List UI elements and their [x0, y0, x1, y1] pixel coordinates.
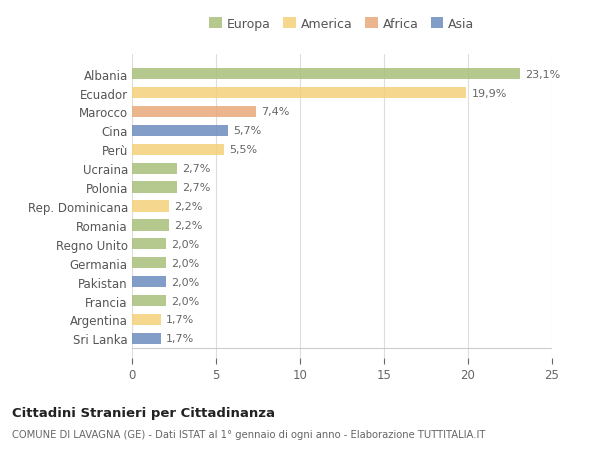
Bar: [132, 163, 178, 174]
Text: 23,1%: 23,1%: [525, 69, 560, 79]
Text: 1,7%: 1,7%: [166, 315, 194, 325]
Text: 2,7%: 2,7%: [182, 164, 211, 174]
Bar: [132, 295, 166, 307]
Bar: [132, 333, 161, 344]
Text: 2,0%: 2,0%: [170, 239, 199, 249]
Bar: [132, 220, 169, 231]
Text: 2,2%: 2,2%: [174, 202, 202, 212]
Bar: [132, 239, 166, 250]
Text: 5,7%: 5,7%: [233, 126, 261, 136]
Text: Cittadini Stranieri per Cittadinanza: Cittadini Stranieri per Cittadinanza: [12, 406, 275, 419]
Text: 2,0%: 2,0%: [170, 296, 199, 306]
Bar: [132, 257, 166, 269]
Bar: [132, 144, 224, 156]
Text: 7,4%: 7,4%: [262, 107, 290, 117]
Text: COMUNE DI LAVAGNA (GE) - Dati ISTAT al 1° gennaio di ogni anno - Elaborazione TU: COMUNE DI LAVAGNA (GE) - Dati ISTAT al 1…: [12, 429, 485, 439]
Text: 19,9%: 19,9%: [472, 89, 507, 98]
Bar: [132, 125, 228, 137]
Bar: [132, 106, 256, 118]
Text: 2,7%: 2,7%: [182, 183, 211, 193]
Bar: [132, 201, 169, 212]
Bar: [132, 314, 161, 325]
Bar: [132, 182, 178, 193]
Text: 2,0%: 2,0%: [170, 258, 199, 268]
Bar: [132, 276, 166, 288]
Bar: [132, 69, 520, 80]
Legend: Europa, America, Africa, Asia: Europa, America, Africa, Asia: [205, 13, 479, 36]
Text: 5,5%: 5,5%: [229, 145, 257, 155]
Text: 2,2%: 2,2%: [174, 220, 202, 230]
Text: 1,7%: 1,7%: [166, 334, 194, 344]
Bar: [132, 88, 466, 99]
Text: 2,0%: 2,0%: [170, 277, 199, 287]
